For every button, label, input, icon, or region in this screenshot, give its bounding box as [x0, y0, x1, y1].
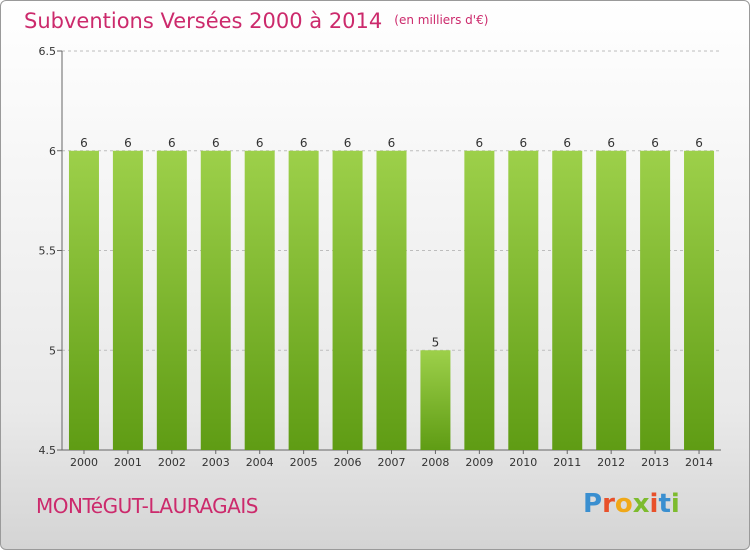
x-tick-label-2007: 2007: [378, 456, 406, 469]
x-tick-label-2009: 2009: [465, 456, 493, 469]
data-label-2009: 6: [476, 136, 484, 150]
data-label-2002: 6: [168, 136, 176, 150]
x-tick-label-2006: 2006: [334, 456, 362, 469]
chart-unit: (en milliers d'€): [394, 13, 489, 27]
logo-letter: x: [632, 489, 650, 519]
bar-2012: [596, 150, 627, 450]
commune-name: MONTéGUT-LAURAGAIS: [36, 494, 258, 518]
x-tick-label-2000: 2000: [70, 456, 98, 469]
data-label-2010: 6: [519, 136, 527, 150]
proxiti-logo: Proxiti: [583, 489, 680, 519]
bar-2003: [200, 150, 231, 450]
bar-2000: [68, 150, 99, 450]
data-label-2003: 6: [212, 136, 220, 150]
y-tick-label: 5.5: [39, 245, 57, 258]
x-tick-label-2005: 2005: [290, 456, 318, 469]
y-tick-label: 5: [49, 344, 56, 357]
data-label-2005: 6: [300, 136, 308, 150]
data-label-2007: 6: [388, 136, 396, 150]
bar-2001: [112, 150, 143, 450]
data-label-2008: 5: [432, 335, 440, 349]
bar-2008: [420, 350, 451, 450]
bar-2009: [464, 150, 495, 450]
x-tick-label-2001: 2001: [114, 456, 142, 469]
chart-title: Subventions Versées 2000 à 2014: [24, 9, 383, 33]
x-tick-label-2008: 2008: [421, 456, 449, 469]
bar-2005: [288, 150, 319, 450]
logo-letter: i: [649, 489, 659, 519]
data-label-2000: 6: [80, 136, 88, 150]
bar-2011: [552, 150, 583, 450]
x-tick-label-2004: 2004: [246, 456, 274, 469]
data-label-2001: 6: [124, 136, 132, 150]
logo-letter: i: [670, 489, 680, 519]
data-label-2011: 6: [563, 136, 571, 150]
y-tick-label: 6.5: [39, 45, 57, 58]
x-tick-label-2013: 2013: [641, 456, 669, 469]
data-label-2012: 6: [607, 136, 615, 150]
bar-2004: [244, 150, 275, 450]
x-tick-label-2010: 2010: [509, 456, 537, 469]
x-tick-label-2011: 2011: [553, 456, 581, 469]
data-label-2006: 6: [344, 136, 352, 150]
bar-2006: [332, 150, 363, 450]
logo-letter: P: [583, 489, 603, 519]
data-label-2004: 6: [256, 136, 264, 150]
x-tick-label-2003: 2003: [202, 456, 230, 469]
bar-2013: [640, 150, 671, 450]
x-tick-label-2014: 2014: [685, 456, 713, 469]
y-tick-label: 6: [49, 145, 56, 158]
x-tick-label-2012: 2012: [597, 456, 625, 469]
data-label-2013: 6: [651, 136, 659, 150]
logo-letter: r: [602, 489, 615, 519]
bar-2010: [508, 150, 539, 450]
chart-title-block: Subventions Versées 2000 à 2014 (en milli…: [24, 9, 488, 33]
bar-2007: [376, 150, 407, 450]
logo-letter: t: [658, 489, 671, 519]
data-label-2014: 6: [695, 136, 703, 150]
bar-2014: [684, 150, 715, 450]
logo-letter: o: [614, 489, 633, 519]
bar-2002: [156, 150, 187, 450]
y-tick-label: 4.5: [39, 444, 57, 457]
x-tick-label-2002: 2002: [158, 456, 186, 469]
